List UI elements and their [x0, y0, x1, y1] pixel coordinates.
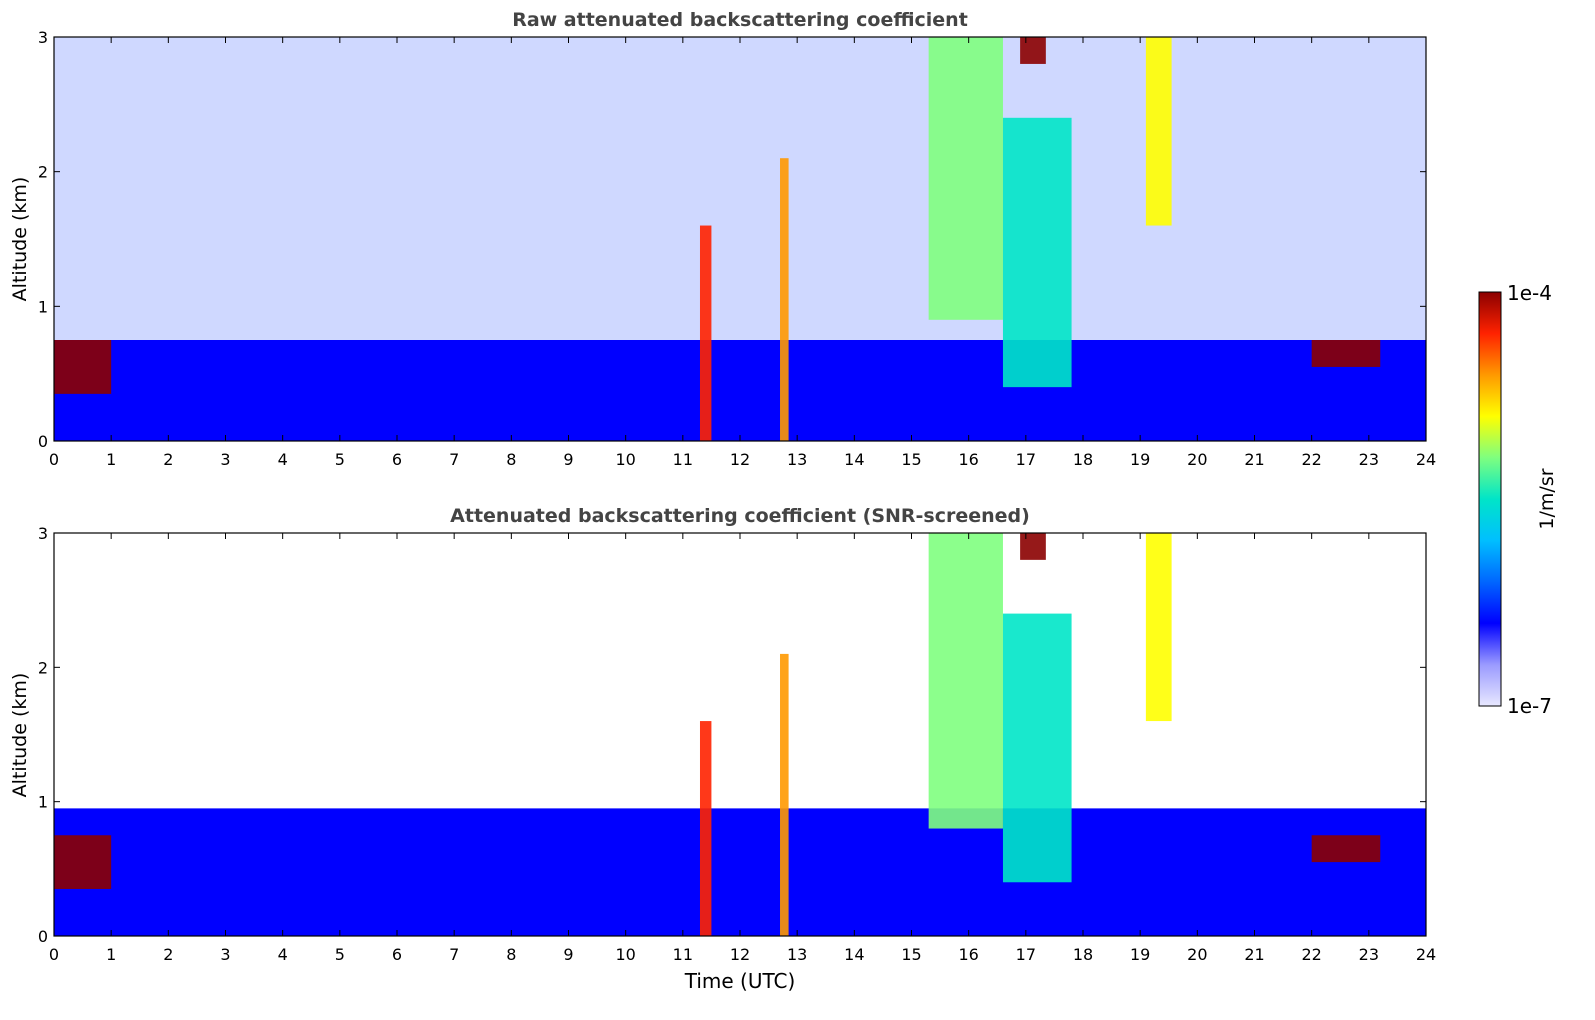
x-tick-label: 24 [1416, 450, 1436, 469]
colorbar: 1e-4 1e-7 1/m/sr [1478, 281, 1558, 718]
x-tick-label: 6 [392, 450, 402, 469]
x-tick-label: 15 [901, 450, 921, 469]
heatmap-feature-precipitation-streak [699, 721, 712, 936]
x-tick-label: 19 [1130, 450, 1150, 469]
heatmap-feature-cirrus [1002, 613, 1072, 883]
x-tick-label: 11 [673, 450, 693, 469]
x-tick-label: 10 [615, 945, 635, 964]
panel-screened-x-axis: 0 1 2 3 4 5 6 7 8 9 10 11 12 13 14 15 16 17 18 19 20 21 22 23 24 [49, 533, 1436, 964]
x-tick-label: 2 [163, 450, 173, 469]
panel-screened: Attenuated backscattering coefficient (S… [9, 505, 1436, 993]
colorbar-unit-label: 1/m/sr [1536, 468, 1558, 529]
y-tick-label: 2 [38, 658, 48, 677]
x-tick-label: 13 [787, 945, 807, 964]
x-tick-label: 18 [1073, 945, 1093, 964]
heatmap-feature-cirrus [928, 533, 1003, 829]
x-tick-label: 7 [449, 450, 459, 469]
x-tick-label: 20 [1187, 450, 1207, 469]
heatmap-feature-cloud-top [1020, 533, 1046, 560]
x-tick-label: 19 [1130, 945, 1150, 964]
panel-raw-y-axis: 0 1 2 3 [38, 28, 1426, 451]
x-tick-label: 6 [392, 945, 402, 964]
panel-raw: Raw attenuated backscattering coefficien… [9, 9, 1436, 469]
colorbar-min-label: 1e-7 [1507, 694, 1552, 718]
y-tick-label: 3 [38, 28, 48, 47]
x-tick-label: 5 [335, 450, 345, 469]
panel-raw-title: Raw attenuated backscattering coefficien… [512, 9, 968, 31]
x-tick-label: 22 [1301, 945, 1321, 964]
x-tick-label: 0 [49, 945, 59, 964]
heatmap-feature-cloud-top [1020, 37, 1046, 64]
x-tick-label: 21 [1244, 945, 1264, 964]
x-tick-label: 8 [506, 450, 516, 469]
heatmap-feature-precipitation-streak [780, 653, 789, 936]
panel-raw-x-axis: 0 1 2 3 4 5 6 7 8 9 10 11 12 13 14 15 16 17 18 19 20 21 22 23 24 [49, 37, 1436, 469]
x-tick-label: 3 [220, 450, 230, 469]
y-tick-label: 1 [38, 793, 48, 812]
heatmap-feature-precipitation-streak [699, 225, 712, 441]
panel-screened-heatmap [54, 533, 1426, 936]
heatmap-feature-cloud-layer [54, 340, 112, 394]
panel-screened-ylabel: Altitude (km) [9, 673, 31, 798]
x-tick-label: 7 [449, 945, 459, 964]
x-tick-label: 17 [1016, 450, 1036, 469]
x-tick-label: 14 [844, 450, 864, 469]
x-tick-label: 13 [787, 450, 807, 469]
y-tick-label: 2 [38, 163, 48, 182]
x-tick-label: 4 [278, 945, 288, 964]
x-tick-label: 2 [163, 945, 173, 964]
heatmap-feature-cloud-layer [1311, 835, 1381, 863]
heatmap-feature-cloud-layer [54, 835, 112, 889]
y-tick-label: 1 [38, 297, 48, 316]
panel-screened-y-axis: 0 1 2 3 [38, 524, 1426, 946]
x-tick-label: 16 [958, 450, 978, 469]
panel-raw-ylabel: Altitude (km) [9, 177, 31, 302]
x-tick-label: 10 [615, 450, 635, 469]
heatmap-feature-cirrus [1002, 117, 1072, 388]
x-tick-label: 5 [335, 945, 345, 964]
x-tick-label: 14 [844, 945, 864, 964]
heatmap-feature-fall-streak [1145, 37, 1172, 226]
heatmap-feature-cirrus [928, 37, 1003, 320]
x-tick-label: 11 [673, 945, 693, 964]
x-tick-label: 9 [563, 450, 573, 469]
x-tick-label: 3 [220, 945, 230, 964]
x-tick-label: 9 [563, 945, 573, 964]
x-tick-label: 1 [106, 450, 116, 469]
x-tick-label: 15 [901, 945, 921, 964]
x-tick-label: 23 [1359, 945, 1379, 964]
colorbar-gradient [1478, 291, 1502, 707]
panel-screened-title: Attenuated backscattering coefficient (S… [450, 505, 1030, 527]
x-tick-label: 24 [1416, 945, 1436, 964]
panel-raw-heatmap [54, 37, 1426, 441]
x-tick-label: 20 [1187, 945, 1207, 964]
x-tick-label: 22 [1301, 450, 1321, 469]
y-tick-label: 3 [38, 524, 48, 543]
x-tick-label: 12 [730, 450, 750, 469]
x-tick-label: 18 [1073, 450, 1093, 469]
y-tick-label: 0 [38, 927, 48, 946]
x-axis-label: Time (UTC) [684, 969, 796, 993]
x-tick-label: 23 [1359, 450, 1379, 469]
y-tick-label: 0 [38, 432, 48, 451]
x-tick-label: 17 [1016, 945, 1036, 964]
x-tick-label: 4 [278, 450, 288, 469]
x-tick-label: 1 [106, 945, 116, 964]
x-tick-label: 8 [506, 945, 516, 964]
x-tick-label: 16 [958, 945, 978, 964]
colorbar-max-label: 1e-4 [1507, 281, 1552, 305]
x-tick-label: 21 [1244, 450, 1264, 469]
x-tick-label: 12 [730, 945, 750, 964]
heatmap-feature-aerosol-layer [54, 808, 1426, 936]
heatmap-feature-fall-streak [1145, 533, 1172, 722]
heatmap-feature-cloud-layer [1311, 340, 1381, 367]
x-tick-label: 0 [49, 450, 59, 469]
heatmap-feature-precipitation-streak [780, 158, 789, 441]
heatmap-feature-aerosol-layer [54, 340, 1426, 441]
